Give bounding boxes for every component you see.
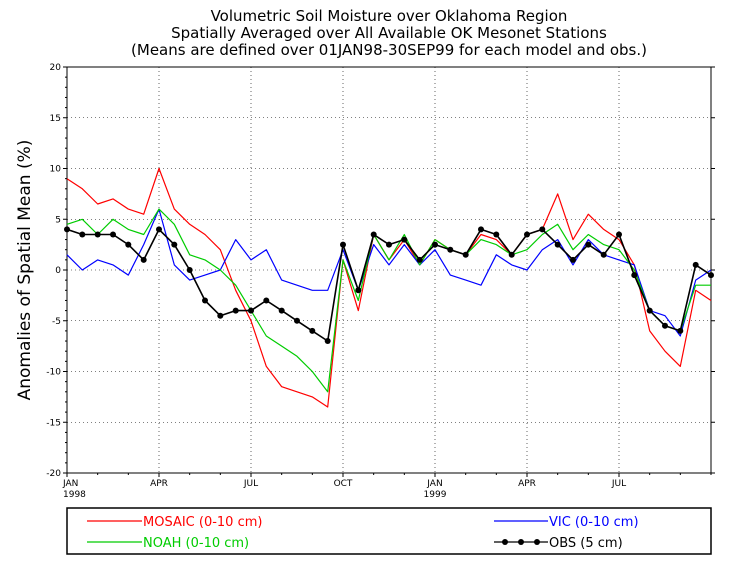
legend-item-vic: VIC (0-10 cm) — [494, 515, 639, 530]
legend-item-obs: OBS (5 cm) — [494, 536, 623, 551]
obs-point — [294, 317, 300, 324]
obs-point — [478, 226, 484, 233]
obs-point — [631, 272, 638, 279]
series-line-2 — [66, 208, 711, 393]
x-tick-label: JAN — [426, 479, 442, 489]
obs-point — [539, 226, 546, 233]
obs-point — [447, 246, 454, 253]
obs-point — [524, 231, 530, 238]
obs-point — [125, 241, 132, 248]
y-tick-label: 5 — [55, 215, 61, 225]
x-tick-label: APR — [150, 479, 168, 489]
obs-point — [156, 226, 162, 233]
chart-title-line-3: (Means are defined over 01JAN98-30SEP99 … — [131, 41, 647, 59]
legend-label-vic: VIC (0-10 cm) — [549, 515, 639, 530]
y-axis-label: Anomalies of Spatial Mean (%) — [15, 140, 35, 401]
obs-point — [340, 241, 346, 248]
y-axis: -20 -15 -10 -5 0 5 10 15 20 — [46, 63, 715, 479]
y-tick-label: 10 — [50, 165, 62, 175]
obs-point — [278, 307, 285, 314]
obs-point — [462, 251, 469, 258]
obs-point — [171, 241, 178, 248]
obs-point — [94, 231, 101, 238]
obs-point — [186, 267, 193, 273]
x-tick-label: JUL — [611, 479, 626, 489]
obs-point — [64, 226, 70, 233]
obs-point — [646, 307, 653, 314]
obs-point — [401, 236, 408, 243]
obs-point — [324, 338, 331, 344]
obs-point — [616, 231, 622, 238]
obs-point — [708, 272, 714, 279]
series-line-1 — [66, 208, 712, 337]
chart-title-line-2: Spatially Averaged over All Available OK… — [171, 24, 607, 42]
obs-point — [202, 297, 208, 304]
obs-point — [386, 241, 392, 248]
obs-point — [370, 231, 377, 238]
chart-title-line-1: Volumetric Soil Moisture over Oklahoma R… — [211, 7, 568, 25]
y-tick-label: 15 — [50, 114, 61, 124]
obs-point — [677, 327, 684, 334]
obs-point — [662, 322, 668, 329]
obs-point — [432, 241, 438, 248]
obs-point — [232, 307, 239, 314]
x-tick-sublabel: 1998 — [63, 490, 86, 500]
obs-point — [309, 327, 316, 334]
obs-point — [600, 251, 607, 258]
obs-point — [692, 261, 699, 268]
obs-point — [570, 256, 576, 263]
x-tick-label: JUL — [243, 479, 258, 489]
obs-point — [263, 297, 270, 304]
legend-item-noah: NOAH (0-10 cm) — [87, 536, 249, 551]
obs-point — [585, 241, 592, 248]
y-tick-label: -15 — [46, 418, 61, 428]
obs-point — [217, 312, 224, 319]
legend-item-mosaic: MOSAIC (0-10 cm) — [87, 515, 262, 530]
y-tick-label: 20 — [50, 63, 62, 73]
obs-point — [554, 241, 561, 248]
legend-marker-obs-3 — [534, 539, 540, 545]
legend-box — [66, 507, 712, 555]
legend-label-noah: NOAH (0-10 cm) — [143, 536, 249, 551]
legend-label-obs: OBS (5 cm) — [549, 536, 623, 551]
legend-marker-obs-1 — [502, 539, 508, 545]
x-tick-label: OCT — [334, 479, 353, 489]
legend-label-mosaic: MOSAIC (0-10 cm) — [143, 515, 262, 530]
y-tick-label: -20 — [46, 469, 61, 479]
obs-point — [110, 231, 116, 238]
x-tick-sublabel: 1999 — [424, 490, 447, 500]
x-tick-label: JAN — [62, 479, 78, 489]
obs-point — [508, 251, 515, 258]
x-tick-label: APR — [518, 479, 536, 489]
y-tick-label: 0 — [55, 266, 61, 276]
legend-marker-obs-2 — [518, 539, 524, 545]
y-tick-label: -5 — [52, 317, 61, 327]
obs-point — [355, 287, 362, 294]
obs-point — [79, 231, 86, 238]
obs-point — [493, 231, 500, 238]
obs-point — [248, 307, 254, 314]
y-tick-label: -10 — [46, 368, 61, 378]
plot-lines — [64, 167, 714, 408]
obs-point — [140, 256, 147, 263]
obs-point — [416, 256, 423, 263]
